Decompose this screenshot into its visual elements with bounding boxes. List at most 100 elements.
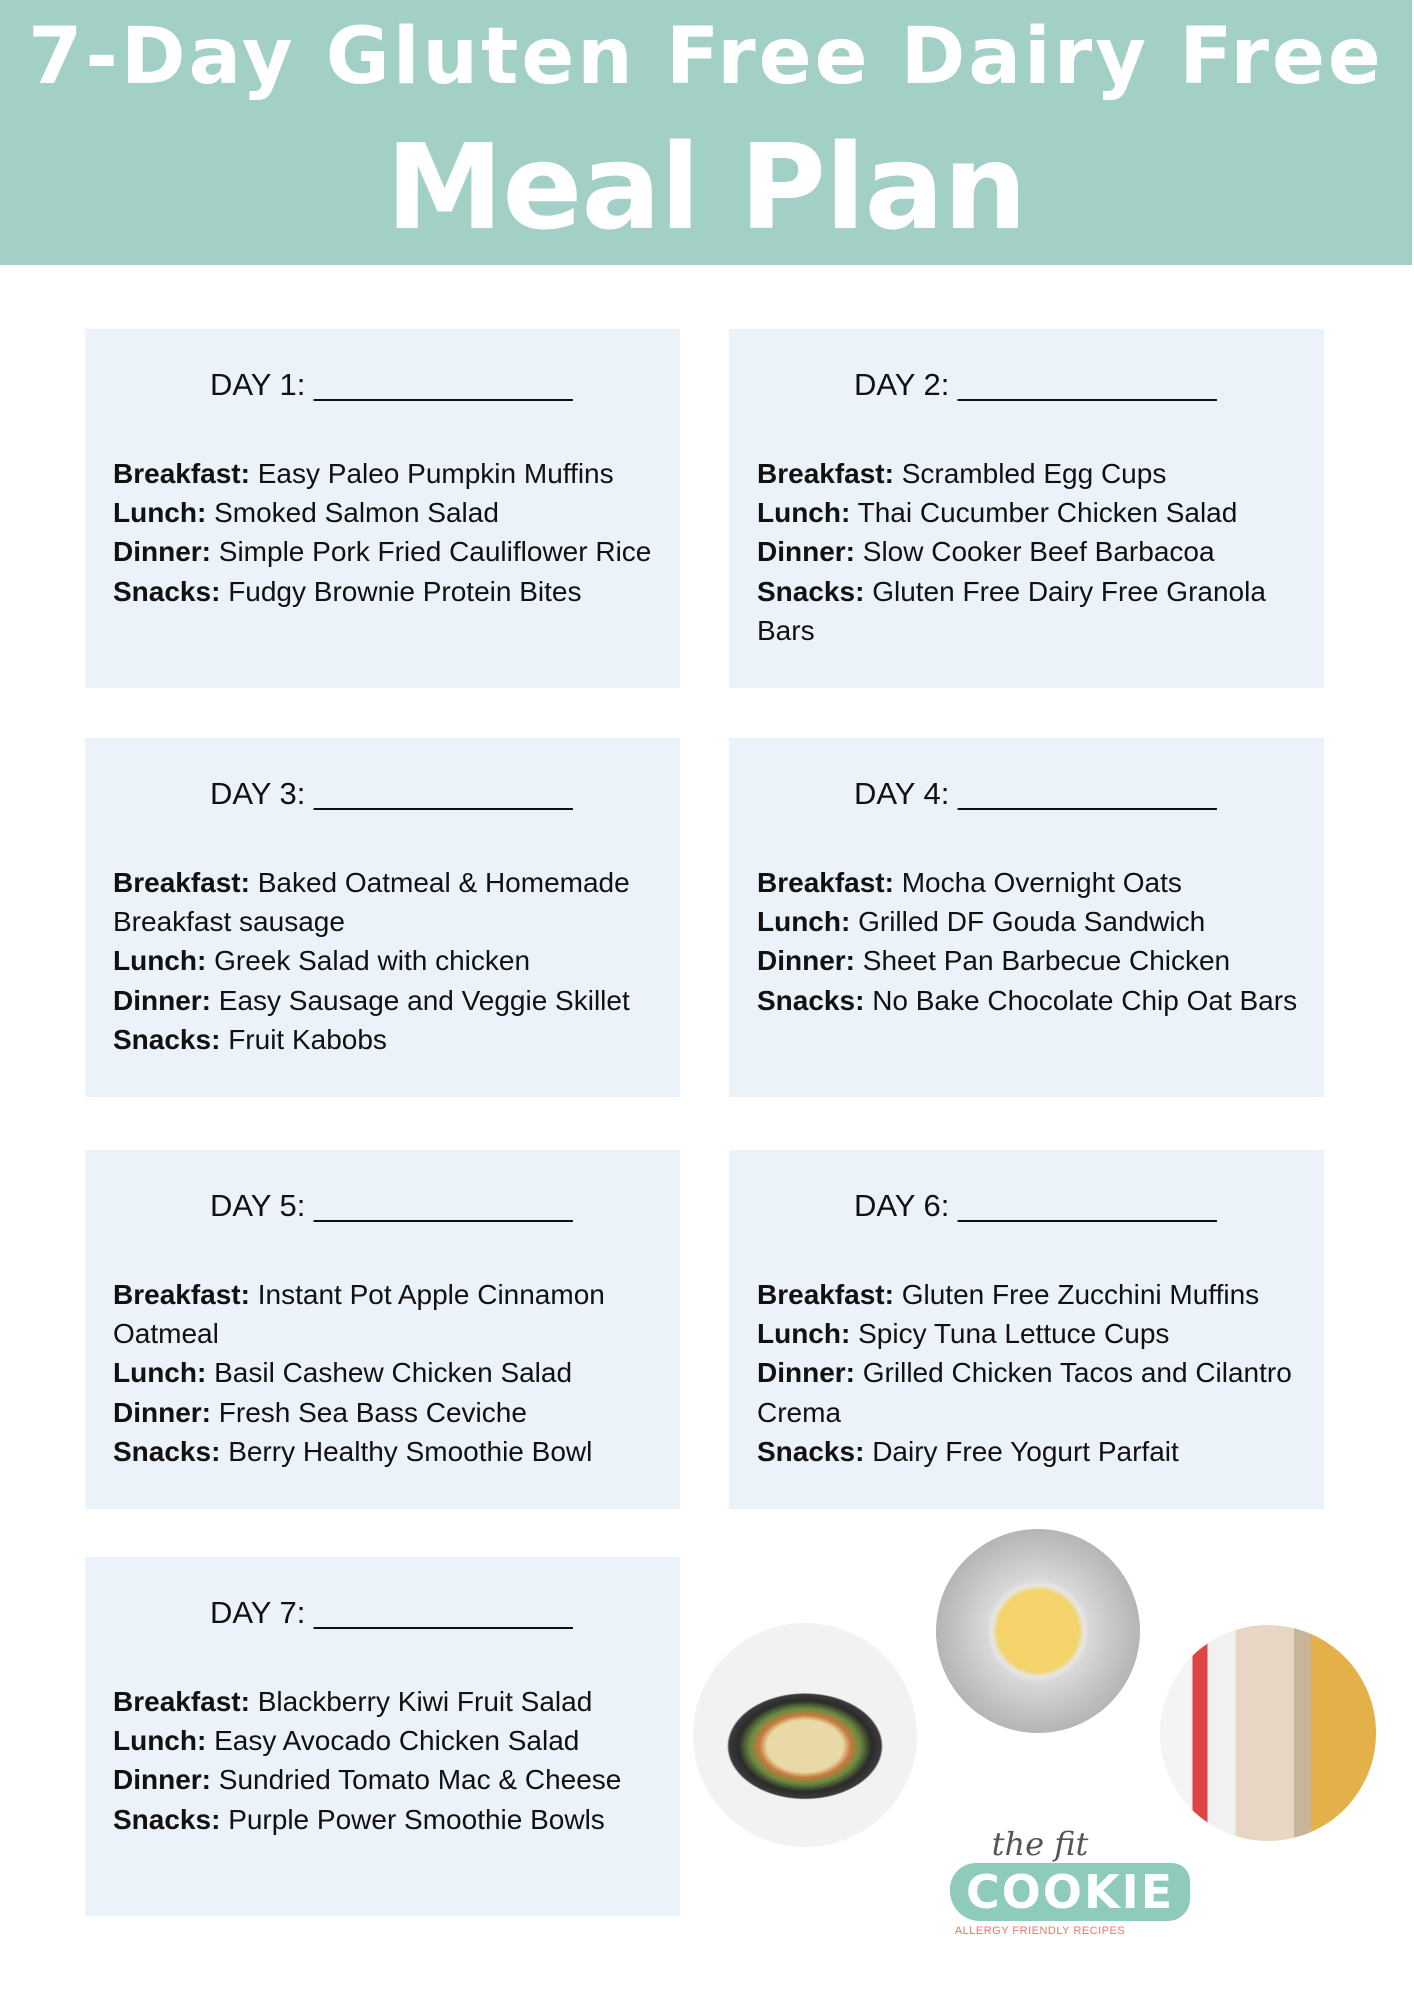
meal-breakfast: Breakfast: Easy Paleo Pumpkin Muffins (113, 454, 673, 493)
meal-lunch: Lunch: Spicy Tuna Lettuce Cups (757, 1314, 1317, 1353)
meal-name: Gluten Free Zucchini Muffins (901, 1279, 1260, 1310)
meal-name: Grilled DF Gouda Sandwich (858, 906, 1206, 938)
meal-snacks: Snacks: Fudgy Brownie Protein Bites (113, 572, 673, 611)
meal-name: Scrambled Egg Cups (901, 458, 1167, 489)
day-label: DAY 5: _______________ (210, 1188, 573, 1223)
meal-name: Smoked Salmon Salad (214, 497, 499, 529)
meal-breakfast: Breakfast: Instant Pot Apple Cinnamon Oa… (113, 1275, 673, 1353)
photo-chicken-skillet (693, 1623, 917, 1847)
day-label: DAY 2: _______________ (854, 367, 1217, 402)
meal-name: Easy Paleo Pumpkin Muffins (257, 458, 614, 489)
meal-label: Lunch: (757, 906, 851, 938)
meal-name: Easy Sausage and Veggie Skillet (218, 984, 630, 1016)
meal-lunch: Lunch: Easy Avocado Chicken Salad (113, 1721, 673, 1760)
day-card-5: DAY 5: _______________ Breakfast: Instant… (85, 1150, 680, 1509)
meal-label: Lunch: (757, 1318, 851, 1350)
meal-label: Snacks: (113, 1023, 221, 1055)
meal-label: Dinner: (757, 945, 855, 977)
meal-name: Easy Avocado Chicken Salad (214, 1725, 580, 1757)
meal-list: Breakfast: Instant Pot Apple Cinnamon Oa… (113, 1275, 673, 1471)
day-label: DAY 3: _______________ (210, 776, 573, 811)
meal-breakfast: Breakfast: Mocha Overnight Oats (757, 863, 1317, 902)
meal-name: Instant Pot Apple Cinnamon Oatmeal (113, 1279, 605, 1350)
header-banner: 7-Day Gluten Free Dairy Free Meal Plan (0, 0, 1412, 265)
meal-dinner: Dinner: Sheet Pan Barbecue Chicken (757, 941, 1317, 980)
meal-list: Breakfast: Scrambled Egg Cups Lunch: Thai… (757, 454, 1317, 650)
meal-breakfast: Breakfast: Blackberry Kiwi Fruit Salad (113, 1682, 673, 1721)
meal-name: Gluten Free Dairy Free Granola Bars (757, 575, 1266, 646)
day-card-1: DAY 1: _______________ Breakfast: Easy Pa… (85, 329, 680, 688)
meal-label: Breakfast: (757, 867, 894, 898)
meal-dinner: Dinner: Grilled Chicken Tacos and Cilant… (757, 1353, 1317, 1431)
meal-name: Sundried Tomato Mac & Cheese (218, 1764, 622, 1796)
meal-label: Dinner: (757, 536, 855, 568)
meal-name: Basil Cashew Chicken Salad (214, 1357, 573, 1389)
meal-name: Fudgy Brownie Protein Bites (228, 575, 582, 607)
day-label: DAY 6: _______________ (854, 1188, 1217, 1223)
meal-name: Sheet Pan Barbecue Chicken (862, 945, 1231, 977)
meal-list: Breakfast: Gluten Free Zucchini Muffins L… (757, 1275, 1317, 1471)
meal-label: Breakfast: (113, 1686, 250, 1717)
meal-dinner: Dinner: Sundried Tomato Mac & Cheese (113, 1760, 673, 1799)
meal-name: Slow Cooker Beef Barbacoa (862, 536, 1215, 568)
logo-text-cookie: COOKIE (950, 1863, 1191, 1921)
meal-name: Blackberry Kiwi Fruit Salad (257, 1686, 593, 1717)
meal-list: Breakfast: Baked Oatmeal & Homemade Brea… (113, 863, 673, 1059)
meal-label: Snacks: (757, 575, 865, 607)
meal-lunch: Lunch: Thai Cucumber Chicken Salad (757, 493, 1317, 532)
title-line-2: Meal Plan (385, 118, 1027, 256)
meal-lunch: Lunch: Basil Cashew Chicken Salad (113, 1353, 673, 1392)
meal-label: Breakfast: (757, 458, 894, 489)
meal-name: Fresh Sea Bass Ceviche (218, 1396, 527, 1428)
meal-label: Snacks: (757, 984, 865, 1016)
meal-label: Breakfast: (757, 1279, 894, 1310)
meal-lunch: Lunch: Smoked Salmon Salad (113, 493, 673, 532)
meal-label: Snacks: (113, 1803, 221, 1835)
meal-list: Breakfast: Blackberry Kiwi Fruit Salad Lu… (113, 1682, 673, 1839)
meal-snacks: Snacks: Gluten Free Dairy Free Granola B… (757, 572, 1317, 650)
meal-breakfast: Breakfast: Baked Oatmeal & Homemade Brea… (113, 863, 673, 941)
logo-tagline: ALLERGY FRIENDLY RECIPES (954, 1925, 1126, 1937)
photo-yogurt-parfait (1160, 1625, 1376, 1841)
day-card-4: DAY 4: _______________ Breakfast: Mocha O… (729, 738, 1324, 1097)
day-card-3: DAY 3: _______________ Breakfast: Baked O… (85, 738, 680, 1097)
meal-label: Lunch: (113, 497, 207, 529)
meal-snacks: Snacks: Purple Power Smoothie Bowls (113, 1800, 673, 1839)
meal-label: Lunch: (113, 945, 207, 977)
meal-name: Purple Power Smoothie Bowls (228, 1803, 605, 1835)
meal-label: Dinner: (113, 536, 211, 568)
meal-name: Thai Cucumber Chicken Salad (857, 497, 1238, 529)
meal-name: Mocha Overnight Oats (901, 867, 1182, 898)
meal-label: Lunch: (757, 497, 851, 529)
day-card-7: DAY 7: _______________ Breakfast: Blackbe… (85, 1557, 680, 1916)
meal-name: Fruit Kabobs (228, 1023, 387, 1055)
photo-egg-cup (936, 1529, 1140, 1733)
meal-label: Lunch: (113, 1357, 207, 1389)
meal-dinner: Dinner: Easy Sausage and Veggie Skillet (113, 981, 673, 1020)
day-label: DAY 1: _______________ (210, 367, 573, 402)
day-card-2: DAY 2: _______________ Breakfast: Scrambl… (729, 329, 1324, 688)
meal-name: Baked Oatmeal & Homemade Breakfast sausa… (113, 867, 630, 938)
meal-snacks: Snacks: Berry Healthy Smoothie Bowl (113, 1432, 673, 1471)
meal-label: Breakfast: (113, 458, 250, 489)
meal-label: Dinner: (113, 1396, 211, 1428)
meal-snacks: Snacks: Dairy Free Yogurt Parfait (757, 1432, 1317, 1471)
meal-breakfast: Breakfast: Scrambled Egg Cups (757, 454, 1317, 493)
meal-label: Dinner: (113, 1764, 211, 1796)
meal-label: Dinner: (113, 984, 211, 1016)
day-label: DAY 7: _______________ (210, 1595, 573, 1630)
meal-name: Dairy Free Yogurt Parfait (872, 1435, 1179, 1467)
logo-text-the-fit: the fit (991, 1825, 1089, 1863)
meal-name: Grilled Chicken Tacos and Cilantro Crema (757, 1357, 1292, 1428)
meal-name: No Bake Chocolate Chip Oat Bars (872, 984, 1298, 1016)
meal-label: Snacks: (757, 1435, 865, 1467)
title-line-1: 7-Day Gluten Free Dairy Free (28, 12, 1384, 102)
meal-name: Berry Healthy Smoothie Bowl (228, 1435, 593, 1467)
meal-label: Breakfast: (113, 867, 250, 898)
meal-snacks: Snacks: Fruit Kabobs (113, 1020, 673, 1059)
day-card-6: DAY 6: _______________ Breakfast: Gluten … (729, 1150, 1324, 1509)
meal-lunch: Lunch: Greek Salad with chicken (113, 941, 673, 980)
meal-list: Breakfast: Easy Paleo Pumpkin Muffins Lun… (113, 454, 673, 611)
meal-snacks: Snacks: No Bake Chocolate Chip Oat Bars (757, 981, 1317, 1020)
meal-dinner: Dinner: Fresh Sea Bass Ceviche (113, 1393, 673, 1432)
